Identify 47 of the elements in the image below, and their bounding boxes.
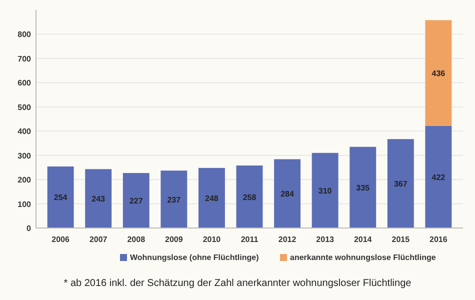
y-tick-label: 600 (18, 78, 32, 88)
bar (274, 159, 301, 228)
y-tick-label: 800 (18, 30, 32, 40)
y-tick-label: 700 (18, 54, 32, 64)
bar (198, 168, 225, 228)
data-label: 367 (394, 180, 408, 189)
data-label: 335 (356, 183, 370, 192)
data-label: 248 (205, 194, 219, 203)
bar (387, 139, 414, 228)
bar (350, 146, 376, 228)
x-tick-label: 2013 (316, 235, 335, 244)
legend-label: anerkannte wohnungslose Flüchtlinge (290, 253, 436, 262)
bar (425, 20, 452, 126)
text: * ab 2016 inkl. der Schätzung der Zahl anerkannter wohnungsloser Flüchtlinge (64, 278, 412, 289)
bar (312, 152, 338, 228)
x-tick-label: 2011 (240, 235, 259, 244)
x-tick-label: 2010 (202, 235, 222, 244)
x-tick-label: 2015 (392, 235, 410, 244)
y-tick-label: 500 (18, 102, 32, 112)
data-label: 258 (242, 192, 257, 202)
legend-label: Wohnungslose (ohne Flüchtlinge) (130, 253, 260, 262)
x-tick-label: 2014 (354, 235, 372, 244)
y-tick-label: 200 (18, 176, 32, 185)
bar (425, 126, 452, 228)
data-label: 422 (432, 172, 446, 182)
bar (236, 166, 263, 228)
bar (85, 169, 112, 228)
data-label: 436 (432, 68, 446, 78)
data-label: 310 (318, 186, 332, 196)
bar (122, 173, 150, 228)
data-label: 284 (280, 190, 295, 199)
y-tick-label: 400 (18, 127, 32, 136)
x-tick-label: 2008 (127, 235, 146, 244)
x-tick-label: 2012 (278, 235, 297, 244)
y-tick-label: 100 (18, 200, 32, 209)
data-label: 237 (167, 195, 182, 204)
y-tick-label: 300 (18, 151, 32, 160)
x-tick-label: 2007 (89, 235, 108, 244)
bar (47, 166, 74, 228)
bar (160, 170, 188, 228)
x-tick-label: 2006 (52, 235, 70, 244)
x-tick-label: 2016 (430, 235, 448, 244)
data-label: 254 (54, 193, 68, 202)
x-tick-label: 2009 (165, 235, 184, 244)
data-label: 227 (129, 196, 144, 206)
data-label: 243 (92, 194, 106, 204)
y-tick-label: 0 (26, 224, 32, 233)
